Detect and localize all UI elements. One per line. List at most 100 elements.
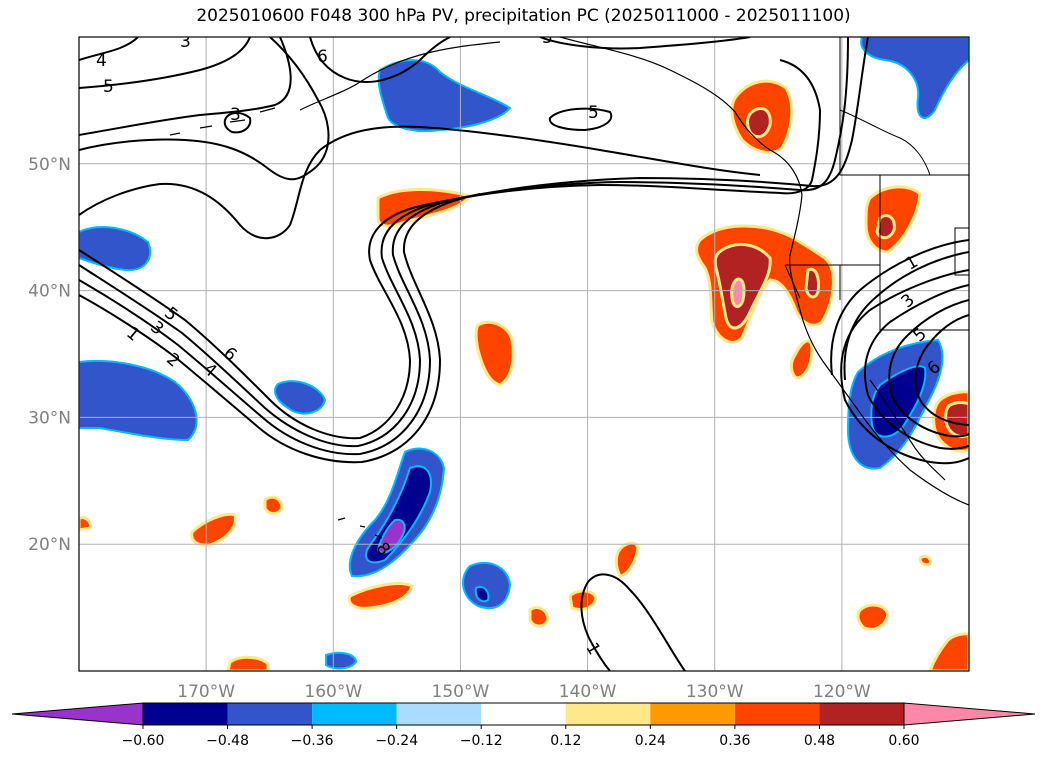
contour-label: 5 — [542, 28, 553, 48]
border-states — [784, 175, 969, 331]
colorbar-tick-label: 0.48 — [804, 733, 835, 749]
anomaly-area — [856, 603, 890, 631]
longitude-labels: 170°W 160°W 150°W 140°W 130°W 120°W — [177, 682, 871, 702]
anomaly-area — [474, 320, 515, 387]
pv-contour — [79, 37, 292, 136]
longitude-label: 150°W — [432, 682, 490, 702]
map-plot-area: 4 5 3 3 6 5 5 5 1 3 2 4 6 1 3 5 6 1 8 — [79, 28, 969, 671]
anomaly-area — [226, 655, 270, 671]
anomaly-area — [568, 589, 598, 612]
colorbar-cell — [650, 703, 735, 725]
pv-contour — [580, 573, 686, 671]
anomaly-area — [274, 380, 327, 415]
pv-contour — [79, 37, 869, 456]
colorbar-tick-label: 0.24 — [635, 733, 666, 749]
map-title: 2025010600 F048 300 hPa PV, precipitatio… — [196, 6, 851, 26]
pv-contour — [79, 37, 251, 89]
contour-label: 4 — [96, 51, 107, 71]
contour-label: 5 — [588, 103, 599, 123]
anomaly-area — [377, 59, 512, 133]
contour-label: 3 — [180, 32, 191, 52]
anomaly-area — [474, 586, 490, 603]
colorbar-cells — [11, 702, 1036, 726]
pv-contour — [888, 299, 969, 438]
colorbar-outline — [142, 702, 905, 726]
anomaly-area — [944, 400, 969, 438]
anomaly-area — [730, 277, 746, 308]
colorbar-tick-label: −0.12 — [460, 733, 503, 749]
pv-contour — [79, 37, 849, 448]
coastline-north-america — [559, 37, 969, 506]
contour-label: 6 — [317, 47, 328, 67]
pv-contour — [79, 37, 330, 181]
colorbar-cell — [143, 703, 228, 725]
pv-contour — [864, 284, 969, 450]
colorbar: −0.60 −0.48 −0.36 −0.24 −0.12 0.12 0.24 0.36 0.4… — [11, 702, 1036, 749]
colorbar-tick-label: 0.60 — [888, 733, 919, 749]
longitude-label: 170°W — [177, 682, 235, 702]
contour-label: 3 — [230, 105, 241, 125]
pv-contour — [840, 269, 969, 465]
anomaly-area — [190, 512, 237, 547]
longitude-label: 130°W — [686, 682, 744, 702]
pv-contour — [79, 193, 481, 464]
pv-contour — [830, 239, 969, 376]
contour-label: 5 — [103, 77, 114, 97]
colorbar-ticks: −0.60 −0.48 −0.36 −0.24 −0.12 0.12 0.24 0.36 0.4… — [122, 725, 920, 749]
border-us-canada — [839, 37, 969, 176]
pv-contour — [914, 314, 969, 426]
pv-contour — [79, 37, 139, 61]
colorbar-tick-label: 0.12 — [550, 733, 581, 749]
anomaly-area — [325, 651, 358, 670]
colorbar-tick-label: 0.36 — [719, 733, 750, 749]
pv-contour — [223, 112, 252, 134]
anomaly-area — [79, 516, 92, 532]
anomaly-area — [746, 107, 772, 139]
colorbar-extend-min — [11, 702, 144, 726]
colorbar-cell — [481, 703, 566, 725]
anomaly-area — [860, 37, 969, 120]
colorbar-cell — [819, 703, 904, 725]
anomaly-area — [263, 495, 284, 516]
colorbar-tick-label: −0.48 — [206, 733, 249, 749]
colorbar-tick-label: −0.24 — [375, 733, 418, 749]
anomaly-area — [875, 214, 896, 240]
pv-contour — [548, 107, 613, 132]
positive-anomaly-areas — [79, 79, 969, 671]
colorbar-cell — [227, 703, 313, 725]
anomaly-area — [79, 226, 152, 272]
colorbar-cell — [396, 703, 482, 725]
latitude-label: 30°N — [28, 408, 71, 428]
colorbar-tick-label: −0.36 — [291, 733, 334, 749]
anomaly-area — [928, 632, 969, 671]
pv-contour — [309, 37, 451, 83]
gridlines — [79, 37, 969, 671]
colorbar-tick-label: −0.60 — [122, 733, 165, 749]
coastline-alaska — [299, 41, 501, 111]
latitude-label: 40°N — [28, 282, 71, 302]
colorbar-extend-max — [903, 702, 1036, 726]
anomaly-area — [347, 582, 414, 610]
colorbar-cell — [565, 703, 651, 725]
pv-contours — [79, 37, 969, 671]
anomaly-area — [528, 606, 550, 628]
coastline-baja — [869, 379, 946, 481]
anomaly-area — [789, 339, 814, 380]
pv-contour — [79, 59, 822, 440]
anomaly-area — [79, 359, 198, 442]
latitude-label: 50°N — [28, 155, 71, 175]
longitude-label: 160°W — [304, 682, 362, 702]
longitude-label: 120°W — [813, 682, 871, 702]
longitude-label: 140°W — [559, 682, 617, 702]
map-frame — [78, 36, 970, 672]
coastlines — [169, 37, 969, 539]
pv-contour — [843, 251, 969, 381]
pv-contour — [539, 37, 751, 50]
latitude-labels: 20°N 30°N 40°N 50°N — [28, 155, 71, 555]
anomaly-area — [918, 554, 932, 567]
anomaly-area — [462, 561, 512, 610]
anomaly-area — [614, 541, 640, 578]
coastline-islands — [169, 107, 383, 539]
latitude-label: 20°N — [28, 535, 71, 555]
